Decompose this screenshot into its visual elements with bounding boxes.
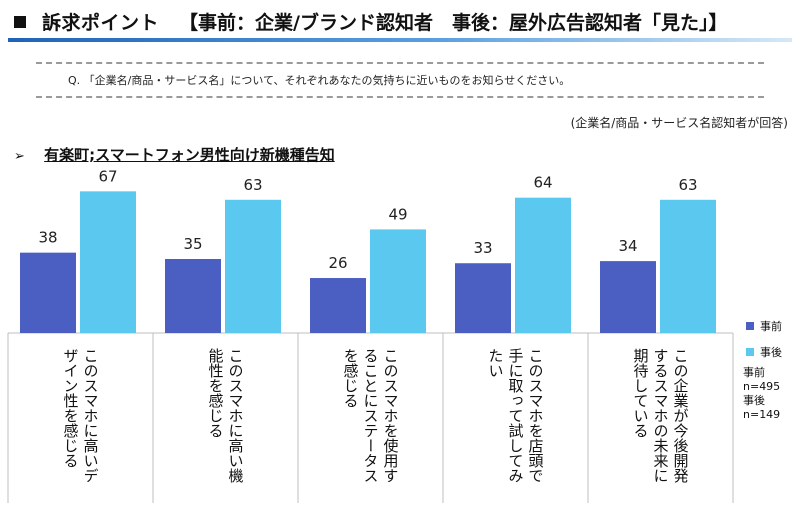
data-label: 26	[328, 254, 347, 272]
respondent-note: (企業名/商品・サービス名認知者が回答)	[570, 116, 788, 130]
question-box: Q. 「企業名/商品・サービス名」について、それぞれあなたの気持ちに近いものをお…	[36, 62, 764, 98]
category-label: 期待している	[632, 348, 650, 438]
category-label: このスマホを店頭で	[527, 348, 545, 483]
legend-item-before: 事前	[746, 318, 782, 334]
category-label: ることにステータス	[362, 348, 380, 483]
arrow-bullet-icon: ➢	[14, 149, 25, 164]
data-label: 49	[388, 205, 407, 223]
data-label: 64	[533, 174, 552, 192]
bar-before	[20, 252, 76, 333]
data-label: 33	[473, 239, 492, 257]
category-label: この企業が今後開発	[672, 348, 690, 484]
legend-swatch-before	[746, 322, 754, 330]
category-label: このスマホに高い機	[227, 348, 245, 484]
data-label: 34	[618, 237, 637, 255]
category-label: このスマホに高いデ	[82, 348, 100, 483]
category-label: を感じる	[342, 348, 360, 408]
category-label: このスマホを使用す	[382, 348, 400, 483]
question-text: Q. 「企業名/商品・サービス名」について、それぞれあなたの気持ちに近いものをお…	[68, 74, 571, 87]
category-label: するスマホの未来に	[652, 348, 670, 483]
bar-before	[600, 261, 656, 333]
bar-before	[165, 259, 221, 333]
bar-before	[310, 278, 366, 333]
legend-label-after: 事後	[760, 346, 782, 359]
header-underline	[8, 38, 792, 42]
legend-swatch-after	[746, 348, 754, 356]
category-label: 手に取って試してみ	[507, 348, 525, 483]
bullet-square-icon	[14, 15, 26, 28]
sample-sizes: 事前n=495 事後n=149	[743, 366, 800, 422]
bar-after	[225, 199, 281, 333]
data-label: 63	[243, 176, 262, 194]
bar-after	[660, 199, 716, 333]
data-label: 35	[183, 235, 202, 253]
section-heading: ➢ 有楽町;スマートフォン男性向け新機種告知	[14, 144, 335, 165]
category-label: ザイン性を感じる	[62, 348, 80, 468]
bar-after	[80, 191, 136, 333]
chart-legend: 事前 事後	[746, 318, 782, 370]
legend-label-before: 事前	[760, 320, 782, 333]
category-label: たい	[487, 348, 505, 378]
data-label: 67	[98, 167, 117, 185]
header: 訴求ポイント 【事前：企業/ブランド認知者 事後：屋外広告認知者「見た」】	[14, 8, 727, 35]
sample-before: 事前n=495	[743, 366, 781, 393]
page-subtitle: 【事前：企業/ブランド認知者 事後：屋外広告認知者「見た」】	[179, 12, 728, 34]
data-label: 63	[678, 176, 697, 194]
bar-after	[370, 229, 426, 333]
category-label: 能性を感じる	[207, 348, 225, 438]
data-label: 38	[38, 229, 57, 247]
bar-after	[515, 197, 571, 333]
legend-item-after: 事後	[746, 344, 782, 360]
bar-before	[455, 263, 511, 333]
sample-after: 事後n=149	[743, 394, 781, 421]
section-label: 有楽町;スマートフォン男性向け新機種告知	[44, 146, 335, 164]
page-title: 訴求ポイント	[42, 12, 160, 34]
